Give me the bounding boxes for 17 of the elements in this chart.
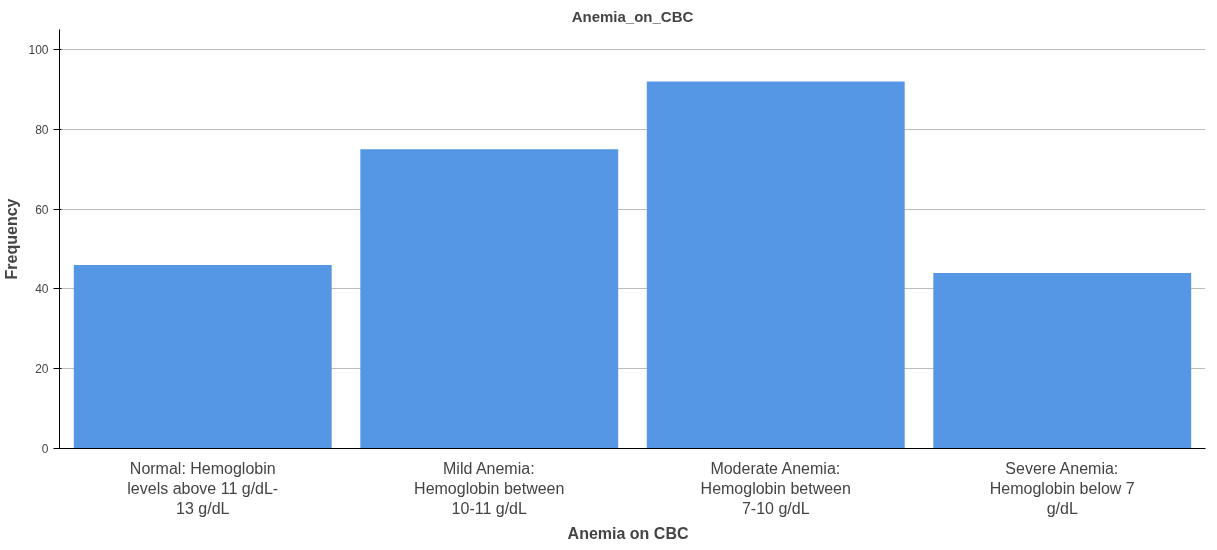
y-tick-label: 100: [28, 42, 49, 57]
chart-title: Anemia_on_CBC: [571, 7, 694, 25]
bar: [360, 149, 619, 449]
bar: [933, 272, 1192, 449]
bar: [73, 264, 332, 449]
x-tick-label: Normal: Hemoglobin levels above 11 g/dL- 13 g/dL: [127, 459, 279, 518]
x-tick-label: Severe Anemia: Hemoglobin below 7 g/dL: [989, 459, 1135, 518]
x-tick-label: Mild Anemia: Hemoglobin between 10-11 g/dL: [414, 459, 565, 518]
y-tick-label: 40: [35, 282, 49, 297]
bar: [646, 81, 905, 449]
y-axis-title: Frequency: [3, 198, 21, 280]
y-tick-label: 60: [35, 202, 49, 217]
y-tick-label: 0: [41, 442, 49, 456]
y-tick-label: 20: [35, 362, 49, 377]
x-axis-title: Anemia on CBC: [567, 525, 689, 543]
y-tick-label: 80: [35, 122, 49, 137]
x-tick-label: Moderate Anemia: Hemoglobin between 7-10 g/dL: [700, 459, 851, 518]
